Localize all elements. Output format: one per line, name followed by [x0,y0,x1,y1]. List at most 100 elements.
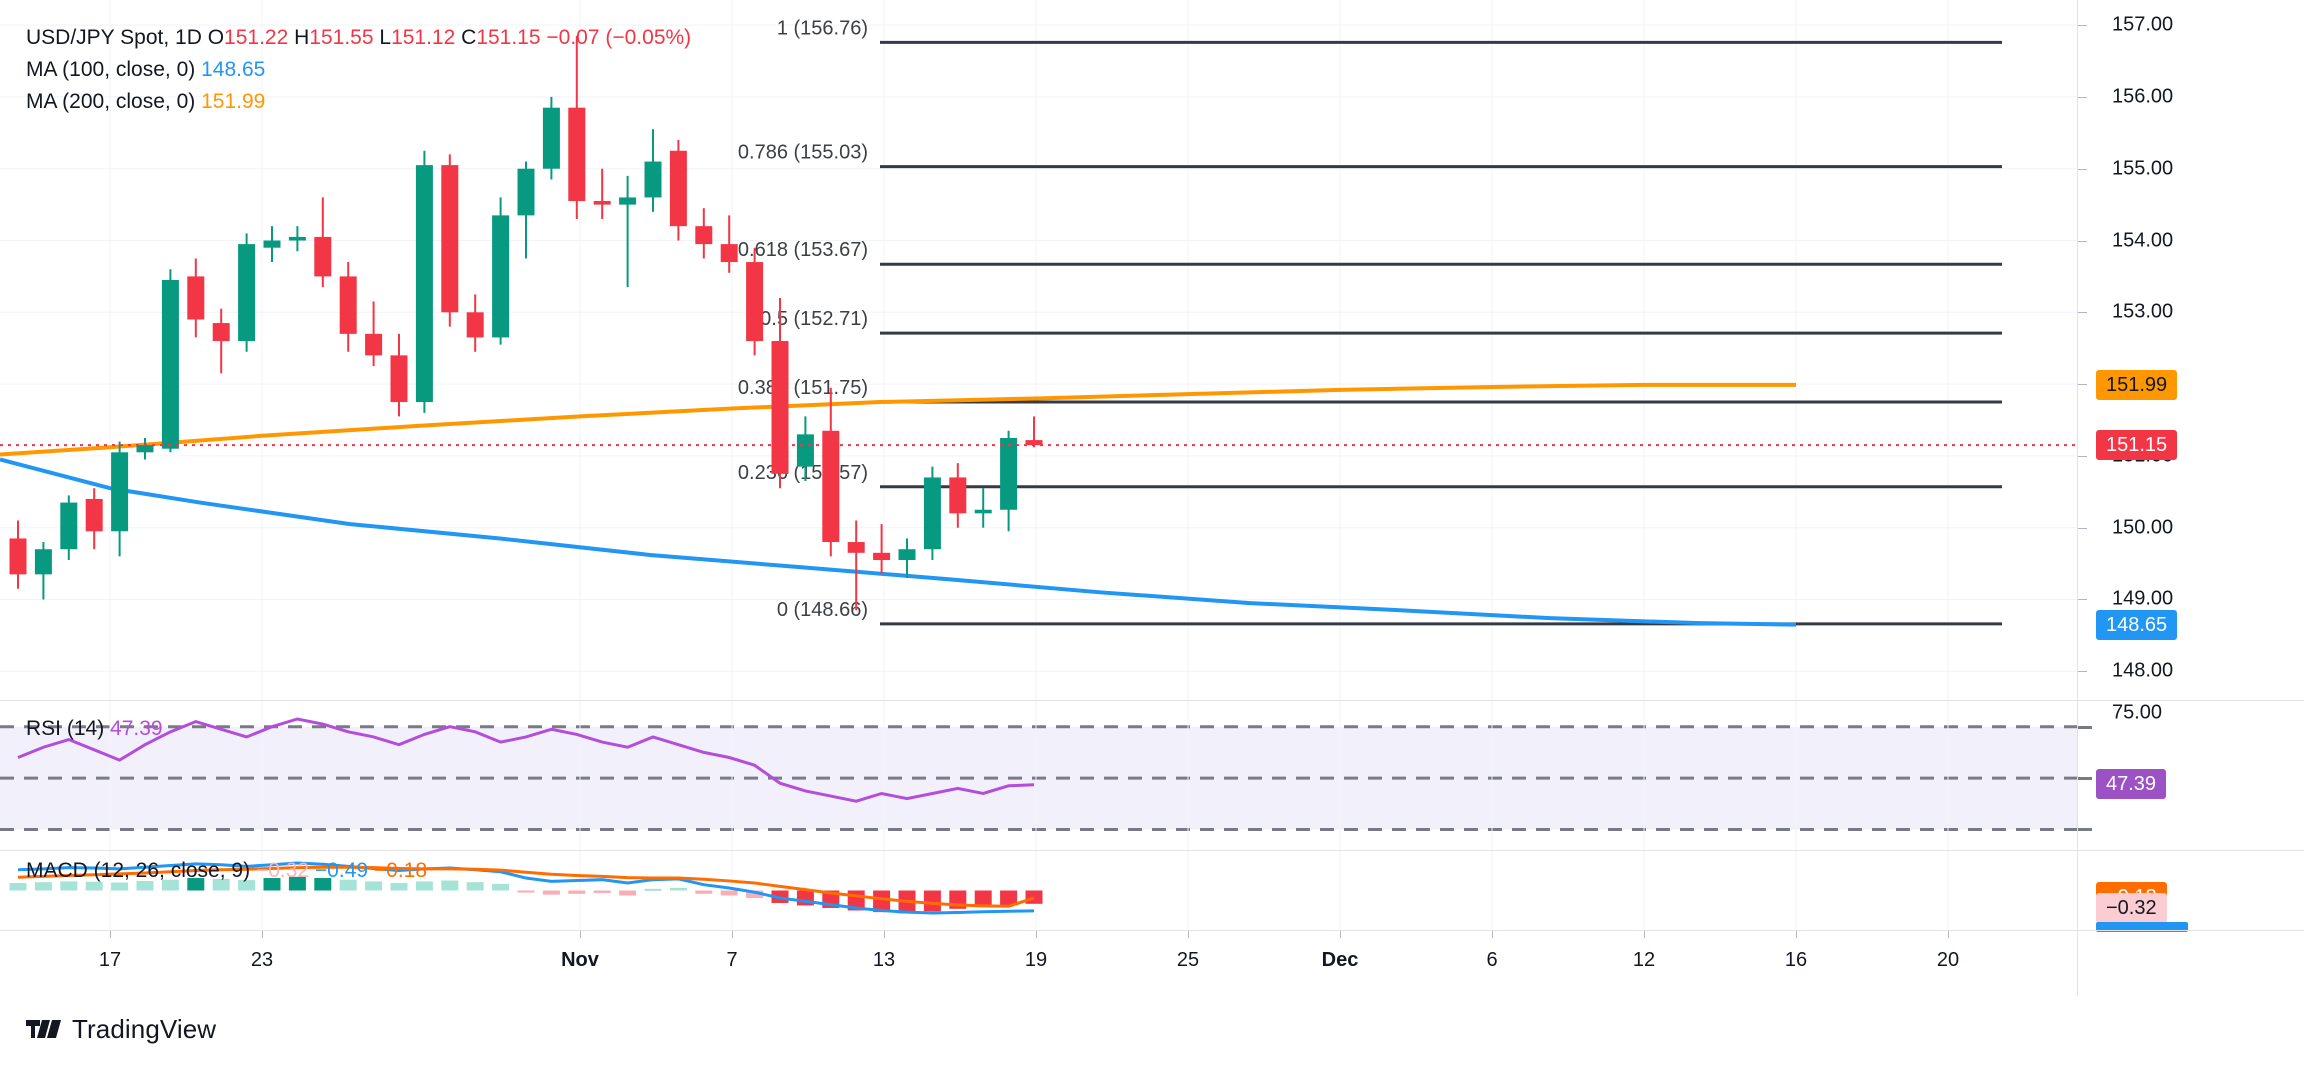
ma200-line [0,382,1796,457]
price-axis-tick [2078,312,2087,314]
candle-body [85,498,103,532]
time-axis-tick [1644,931,1645,938]
fib-level-label-4: 0.382 (151.75) [738,377,868,399]
macd-histogram-bar [466,882,484,891]
legend-ma100-value: 148.65 [201,57,266,81]
macd-legend-hist: −0.32 [255,859,310,882]
tradingview-logo[interactable]: TradingView [26,1014,216,1045]
time-axis-tick [1492,931,1493,938]
axis-separator [2078,850,2304,851]
macd-histogram-bar [492,883,510,891]
macd-pane[interactable]: MACD (12, 26, close, 9) −0.32 −0.49 −0.1… [0,850,2078,931]
candle-body [822,430,840,543]
candle-body [288,236,306,241]
candle-body [161,280,179,449]
time-axis-label-6: 25 [1176,949,1200,971]
macd-histogram-bar [238,880,256,891]
legend-high-key: H [294,26,310,49]
legend-ma200-row: MA (200, close, 0) 151.99 [26,86,691,118]
time-axis[interactable]: 17 23 Nov 7 13 19 25 Dec 6 12 16 20 [0,930,2078,997]
time-axis-tick [580,931,581,938]
rsi-pane[interactable]: RSI (14) 47.39 [0,700,2078,851]
legend-ma200-value: 151.99 [201,89,266,113]
time-axis-tick [262,931,263,938]
candle-body [390,355,408,403]
time-axis-tick [1340,931,1341,938]
candle-body [111,452,129,532]
time-axis-label-9: 12 [1632,949,1656,971]
time-axis-label-8: 6 [1486,949,1498,971]
candle-body [847,542,865,553]
price-axis-tick [2078,25,2087,27]
candle-body [415,165,433,403]
macd-hist-badge[interactable]: −0.32 [2096,893,2167,924]
macd-histogram-bar [720,890,738,896]
time-axis-tick [1188,931,1189,938]
price-pane[interactable]: 1 (156.76) 0.786 (155.03) 0.618 (153.67) 0.… [0,0,2078,700]
time-axis-tick [110,931,111,938]
legend-change-percent: (−0.05%) [605,26,692,49]
price-axis-tick [2078,96,2087,98]
price-axis-tick [2078,384,2087,386]
rsi-axis-label: 75.00 [2112,701,2163,724]
legend-ohlc-row: USD/JPY Spot, 1D O151.22 H151.55 L151.12… [26,22,691,54]
candle-body [898,549,916,560]
candle-body [593,201,611,205]
time-axis-label-4: 13 [872,949,896,971]
macd-histogram-bar [390,883,408,891]
legend-low-key: L [379,26,392,49]
price-axis[interactable]: 157.00156.00155.00154.00153.00152.00151.… [2077,0,2304,996]
price-axis-tick [2078,599,2087,601]
tradingview-mark-icon [26,1018,62,1042]
candle-body [492,215,510,338]
macd-legend-label[interactable]: MACD (12, 26, close, 9) [26,859,251,882]
candle-body [1025,440,1043,446]
candle-body [974,509,992,514]
ma200-badge[interactable]: 151.99 [2096,369,2178,400]
rsi-chart-canvas [0,701,2078,850]
time-axis-label-2: Nov [561,949,599,971]
legend-low-value: 151.12 [391,26,456,49]
macd-line [17,861,1035,915]
macd-signal-line [17,865,1035,908]
macd-chart-canvas [9,851,1949,930]
candle-body [1000,437,1018,510]
ma100-badge[interactable]: 148.65 [2096,609,2178,640]
rsi-value-badge[interactable]: 47.39 [2096,768,2167,799]
last-price-badge[interactable]: 151.15 [2096,430,2178,461]
time-axis-label-7: Dec [1321,949,1359,971]
axis-separator [2078,700,2304,701]
candle-body [339,276,357,334]
candle-body [669,150,687,227]
fib-level-label-6: 0 (148.66) [777,599,868,621]
candle-body [923,477,941,550]
legend-ma200-label[interactable]: MA (200, close, 0) [26,89,196,113]
macd-histogram-bar [542,890,560,895]
candle-body [771,341,789,474]
time-axis-label-3: 7 [726,949,738,971]
macd-histogram-bar [415,881,433,891]
legend-ma100-label[interactable]: MA (100, close, 0) [26,57,196,81]
macd-histogram-bar [873,890,891,913]
axis-separator [2078,930,2304,931]
candle-body [466,312,484,338]
candle-body [949,477,967,514]
macd-histogram-bar [136,880,154,891]
macd-histogram-bar [619,890,637,896]
macd-histogram-bar [161,879,179,891]
rsi-legend-label[interactable]: RSI (14) [26,717,105,740]
macd-histogram-bar [365,881,383,891]
legend-symbol[interactable]: USD/JPY Spot, 1D [26,26,202,49]
fib-level-label-2: 0.618 (153.67) [738,239,868,261]
chart-legend: USD/JPY Spot, 1D O151.22 H151.55 L151.12… [26,22,691,118]
ma100-line [0,457,1797,627]
macd-histogram-bar [263,878,281,891]
candle-body [568,107,586,202]
time-axis-tick [1796,931,1797,938]
candle-body [187,276,205,320]
macd-line-badge[interactable] [2096,921,2188,932]
macd-histogram-bar [111,882,129,891]
price-axis-label-4: 153.00 [2112,300,2174,323]
macd-histogram-bar [644,888,662,891]
candle-body [314,236,332,277]
